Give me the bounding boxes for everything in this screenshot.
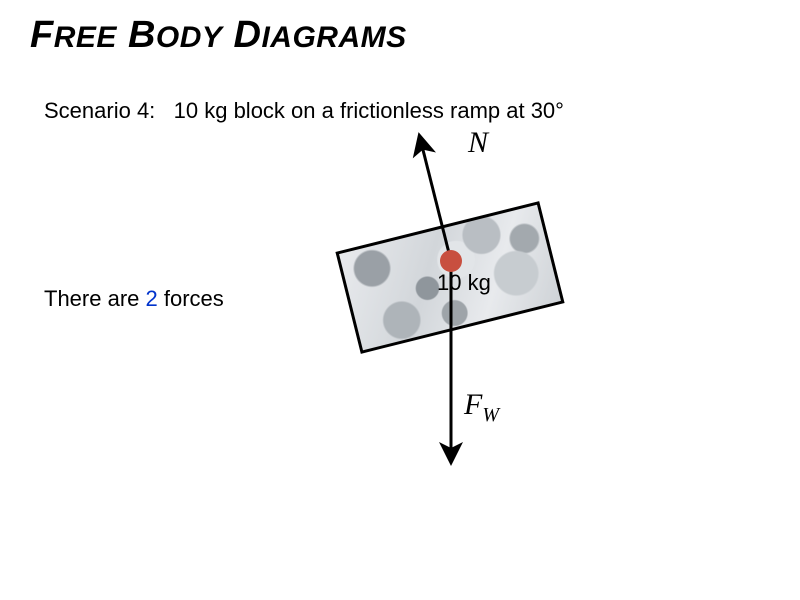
block-mass-label: 10 kg bbox=[437, 270, 491, 296]
force-weight-label-sub: W bbox=[482, 404, 499, 426]
scenario-text: 10 kg block on a frictionless ramp at 30… bbox=[174, 98, 564, 123]
scenario-line: Scenario 4: 10 kg block on a frictionles… bbox=[44, 98, 564, 124]
page-title: FREE BODY DIAGRAMS bbox=[30, 14, 407, 57]
title-w1-rest: REE bbox=[54, 21, 117, 54]
scenario-prefix: Scenario 4: bbox=[44, 98, 155, 123]
force-normal-arrow bbox=[420, 138, 451, 261]
title-w3-cap: D bbox=[234, 14, 262, 56]
title-w2-rest: ODY bbox=[156, 21, 223, 54]
title-w1-cap: F bbox=[30, 14, 54, 56]
title-w2-cap: B bbox=[128, 14, 156, 56]
forces-suffix: forces bbox=[158, 286, 224, 311]
page-root: FREE BODY DIAGRAMS Scenario 4: 10 kg blo… bbox=[0, 0, 800, 600]
force-weight-label: FW bbox=[464, 388, 499, 427]
title-w3-rest: IAGRAMS bbox=[261, 21, 406, 54]
free-body-diagram: 10 kg N FW bbox=[300, 130, 680, 500]
forces-line: There are 2 forces bbox=[44, 286, 224, 312]
force-arrows-svg bbox=[300, 130, 680, 500]
forces-prefix: There are bbox=[44, 286, 146, 311]
center-dot bbox=[440, 250, 462, 272]
force-normal-label: N bbox=[468, 126, 488, 160]
forces-count: 2 bbox=[146, 286, 158, 311]
force-weight-label-main: F bbox=[464, 388, 482, 421]
